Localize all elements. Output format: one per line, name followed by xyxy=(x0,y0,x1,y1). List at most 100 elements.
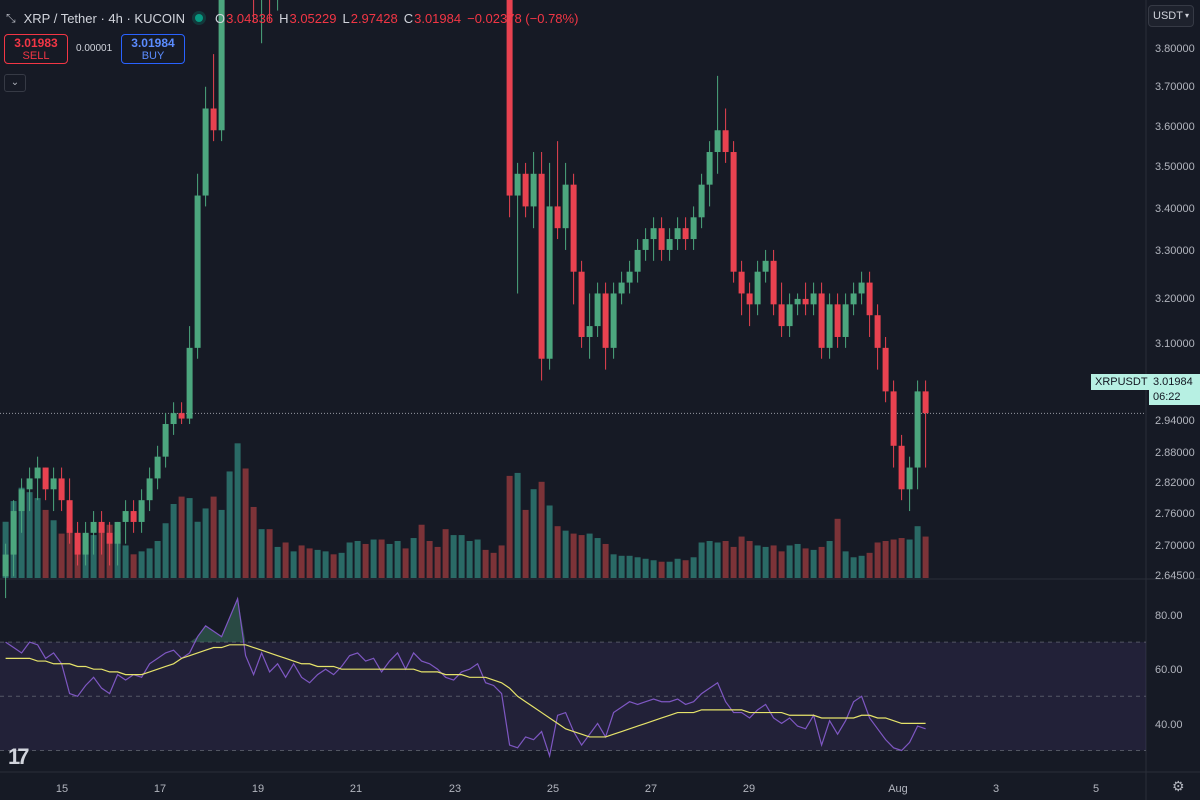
volume-bar xyxy=(362,543,369,578)
candle-body xyxy=(666,239,673,250)
volume-bar xyxy=(410,538,417,578)
candle-body xyxy=(602,293,609,348)
candle-body xyxy=(114,521,121,544)
buy-price: 3.01984 xyxy=(131,36,175,50)
collapse-x-icon[interactable]: ⤡ xyxy=(6,10,16,25)
price-axis-tick: 3.10000 xyxy=(1155,338,1195,350)
volume-bar xyxy=(578,535,585,578)
volume-bar xyxy=(562,530,569,578)
candle-body xyxy=(66,500,73,533)
sell-button[interactable]: 3.01983 SELL xyxy=(4,34,68,64)
time-axis-tick: 29 xyxy=(743,783,755,795)
volume-bar xyxy=(442,529,449,578)
volume-bar xyxy=(394,541,401,578)
candle-body xyxy=(690,217,697,240)
volume-bar xyxy=(250,506,257,578)
volume-bar xyxy=(634,557,641,578)
candle-body xyxy=(554,206,561,229)
volume-bar xyxy=(802,548,809,578)
candle-body xyxy=(82,532,89,555)
price-axis-tick: 3.60000 xyxy=(1155,121,1195,133)
symbol-title[interactable]: XRP / Tether · 4h · KUCOIN xyxy=(23,10,185,26)
volume-bar xyxy=(146,548,153,578)
candle-body xyxy=(42,467,49,490)
volume-bar xyxy=(922,536,929,578)
candle-body xyxy=(642,239,649,250)
volume-bar xyxy=(906,539,913,578)
volume-bar xyxy=(290,551,297,578)
candle-body xyxy=(202,108,209,196)
volume-bar xyxy=(386,543,393,578)
candle-body xyxy=(618,282,625,294)
rsi-ma-line xyxy=(5,644,926,738)
time-axis-tick: 15 xyxy=(56,783,68,795)
candle-body xyxy=(522,173,529,207)
volume-bar xyxy=(858,555,865,578)
candle-body xyxy=(890,391,897,446)
buy-label: BUY xyxy=(141,50,165,62)
candle-body xyxy=(186,347,193,419)
volume-bar xyxy=(666,561,673,578)
close-value: 3.01984 xyxy=(414,10,462,26)
volume-bar xyxy=(770,545,777,578)
rsi-axis-tick: 40.00 xyxy=(1155,719,1183,731)
volume-bar xyxy=(370,539,377,578)
gear-icon[interactable]: ⚙ xyxy=(1172,778,1185,794)
volume-bar xyxy=(26,492,33,578)
time-axis-tick: 3 xyxy=(993,783,999,795)
symbol-price-tag: XRPUSDT xyxy=(1091,374,1152,390)
candle-body xyxy=(850,293,857,305)
sell-label: SELL xyxy=(22,50,50,62)
volume-bar xyxy=(794,543,801,578)
volume-bar xyxy=(818,546,825,578)
candle-body xyxy=(634,249,641,272)
volume-bar xyxy=(330,554,337,578)
candle-body xyxy=(922,391,929,414)
rsi-overbought-fill xyxy=(189,598,246,643)
volume-bar xyxy=(546,505,553,578)
candle-body xyxy=(610,293,617,348)
volume-bar xyxy=(90,535,97,578)
volume-bar xyxy=(282,542,289,578)
change-value: −0.02378 (−0.78%) xyxy=(467,10,579,26)
candle-body xyxy=(754,271,761,305)
candle-body xyxy=(194,195,201,348)
volume-bar xyxy=(738,536,745,578)
buy-button[interactable]: 3.01984 BUY xyxy=(121,34,185,64)
volume-bar xyxy=(674,558,681,578)
candle-body xyxy=(874,315,881,348)
chevron-down-icon[interactable]: ⌄ xyxy=(4,74,26,92)
candle-body xyxy=(162,424,169,457)
candle-body xyxy=(826,304,833,348)
candle-body xyxy=(106,532,113,544)
tradingview-logo[interactable]: 17 xyxy=(8,744,30,769)
candle-body xyxy=(506,0,513,196)
candle-body xyxy=(562,184,569,229)
volume-bar xyxy=(18,487,25,578)
low-label: L xyxy=(342,10,350,26)
volume-bar xyxy=(490,552,497,578)
volume-bar xyxy=(178,496,185,578)
volume-bar xyxy=(826,541,833,578)
candle-body xyxy=(906,467,913,490)
volume-bar xyxy=(314,549,321,578)
candle-body xyxy=(538,173,545,359)
candle-body xyxy=(842,304,849,337)
current-price-tag: 3.01984 xyxy=(1149,374,1200,390)
candle-body xyxy=(2,554,9,577)
candle-body xyxy=(778,304,785,327)
volume-bar xyxy=(122,545,129,578)
volume-bar xyxy=(522,509,529,578)
candle-body xyxy=(866,282,873,316)
open-value: 3.04336 xyxy=(226,10,274,26)
candle-body xyxy=(794,298,801,305)
currency-select[interactable]: USDT ▾ xyxy=(1148,5,1194,27)
candle-body xyxy=(18,489,25,512)
volume-bar xyxy=(730,546,737,578)
candle-body xyxy=(722,130,729,153)
rsi-axis-tick: 60.00 xyxy=(1155,664,1183,676)
volume-bar xyxy=(482,549,489,578)
candle-body xyxy=(50,478,57,490)
candle-body xyxy=(746,293,753,305)
